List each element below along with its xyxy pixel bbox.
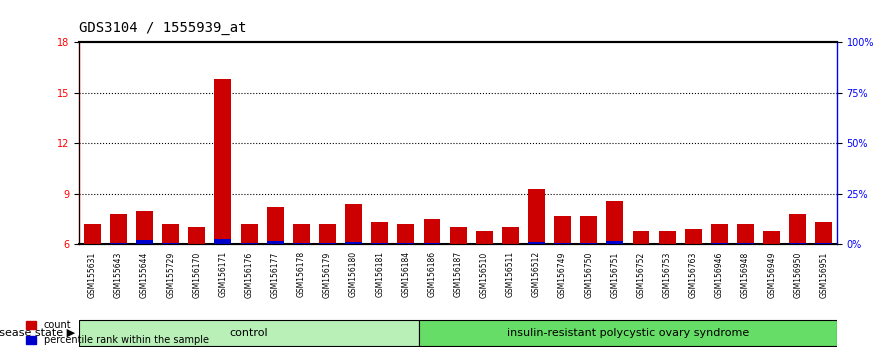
Text: control: control	[230, 328, 269, 338]
Text: GSM156181: GSM156181	[375, 251, 384, 297]
Text: GSM156186: GSM156186	[427, 251, 436, 297]
Text: GSM155644: GSM155644	[140, 251, 149, 298]
Text: GSM156946: GSM156946	[714, 251, 724, 298]
Text: GSM156750: GSM156750	[584, 251, 593, 298]
Bar	[581, 216, 597, 244]
Bar	[371, 243, 389, 244]
Legend: count, percentile rank within the sample: count, percentile rank within the sample	[23, 316, 212, 349]
Bar	[606, 200, 624, 244]
Bar	[424, 243, 440, 244]
Bar	[292, 224, 310, 244]
Text: GSM156512: GSM156512	[532, 251, 541, 297]
Bar	[424, 219, 440, 244]
Bar	[581, 243, 597, 244]
Bar	[816, 243, 833, 244]
Text: GSM156179: GSM156179	[323, 251, 332, 298]
Text: GSM155729: GSM155729	[167, 251, 175, 298]
Bar	[449, 227, 467, 244]
Bar	[136, 211, 153, 244]
FancyBboxPatch shape	[419, 320, 837, 346]
Bar	[319, 224, 336, 244]
Bar	[241, 243, 257, 244]
Text: GSM156753: GSM156753	[663, 251, 671, 298]
Text: GSM156763: GSM156763	[689, 251, 698, 298]
Text: GSM156176: GSM156176	[245, 251, 254, 298]
Bar	[685, 229, 702, 244]
Bar	[737, 224, 754, 244]
Text: GSM156177: GSM156177	[270, 251, 280, 298]
Bar	[319, 243, 336, 244]
Bar	[292, 243, 310, 244]
Text: GSM156951: GSM156951	[819, 251, 828, 298]
Text: GSM156749: GSM156749	[559, 251, 567, 298]
Bar	[345, 204, 362, 244]
Bar	[554, 216, 571, 244]
Text: GSM156948: GSM156948	[741, 251, 750, 298]
Bar	[606, 241, 624, 244]
Text: GSM155631: GSM155631	[88, 251, 97, 298]
Bar	[267, 207, 284, 244]
Bar	[345, 242, 362, 244]
Text: GSM156751: GSM156751	[611, 251, 619, 298]
Text: GSM156178: GSM156178	[297, 251, 306, 297]
Bar	[711, 243, 728, 244]
Bar	[214, 239, 232, 244]
Bar	[711, 224, 728, 244]
Bar	[397, 224, 414, 244]
Text: GSM156184: GSM156184	[402, 251, 411, 297]
Text: GSM156187: GSM156187	[454, 251, 463, 297]
Bar	[189, 227, 205, 244]
Text: GSM156510: GSM156510	[480, 251, 489, 298]
Bar	[789, 243, 806, 244]
Text: GSM156180: GSM156180	[349, 251, 358, 297]
Bar	[84, 224, 100, 244]
Bar	[789, 214, 806, 244]
Bar	[110, 243, 127, 244]
Bar	[476, 231, 492, 244]
Bar	[528, 242, 545, 244]
Bar	[763, 231, 780, 244]
Bar	[214, 80, 232, 244]
Bar	[241, 224, 257, 244]
Text: GSM156949: GSM156949	[767, 251, 776, 298]
Bar	[502, 227, 519, 244]
Bar	[737, 243, 754, 244]
Text: GSM156511: GSM156511	[506, 251, 515, 297]
Text: disease state ▶: disease state ▶	[0, 328, 75, 338]
Bar	[554, 243, 571, 244]
Bar	[816, 222, 833, 244]
Text: GSM156171: GSM156171	[218, 251, 227, 297]
Bar	[136, 240, 153, 244]
Bar	[633, 231, 649, 244]
Bar	[397, 243, 414, 244]
Text: GSM155643: GSM155643	[114, 251, 123, 298]
Bar	[371, 222, 389, 244]
FancyBboxPatch shape	[79, 320, 419, 346]
Text: GSM156752: GSM156752	[636, 251, 646, 298]
Bar	[110, 214, 127, 244]
Bar	[528, 189, 545, 244]
Bar	[659, 231, 676, 244]
Bar	[162, 224, 179, 244]
Text: GDS3104 / 1555939_at: GDS3104 / 1555939_at	[79, 21, 247, 35]
Text: GSM156950: GSM156950	[793, 251, 803, 298]
Text: GSM156170: GSM156170	[192, 251, 202, 298]
Text: insulin-resistant polycystic ovary syndrome: insulin-resistant polycystic ovary syndr…	[507, 328, 749, 338]
Bar	[162, 243, 179, 244]
Bar	[267, 241, 284, 244]
